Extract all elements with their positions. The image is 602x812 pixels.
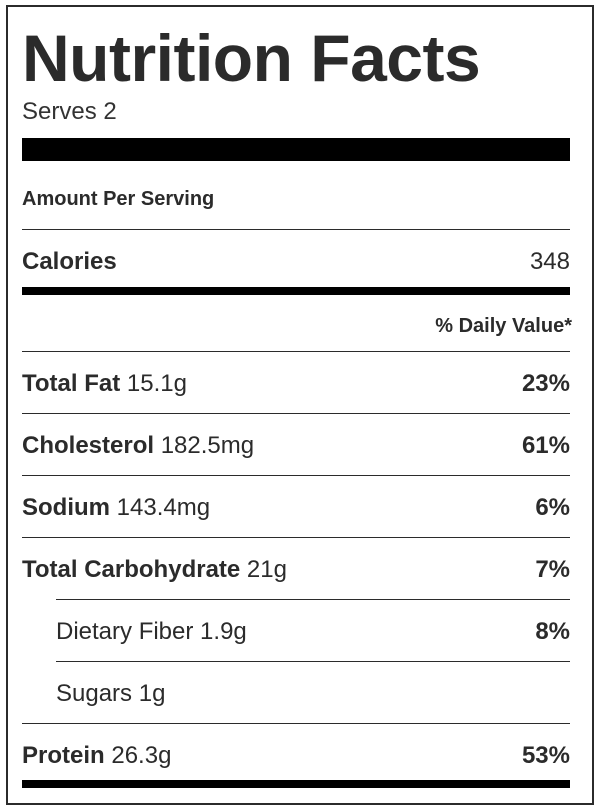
thick-divider <box>22 138 570 161</box>
nutrient-name: Protein <box>22 742 105 769</box>
nutrient-daily-value: 6% <box>535 494 570 521</box>
nutrient-daily-value: 7% <box>535 556 570 583</box>
nutrient-name: Sugars <box>56 680 133 707</box>
divider <box>56 661 570 662</box>
divider <box>22 537 570 538</box>
nutrient-row-total-fat: Total Fat 15.1g 23% <box>22 367 570 401</box>
nutrient-daily-value: 53% <box>521 742 570 769</box>
nutrient-amount: 1.9g <box>200 618 247 645</box>
calories-label: Calories <box>22 248 117 275</box>
serves-text: Serves 2 <box>22 98 117 125</box>
nutrient-name: Sodium <box>22 494 110 521</box>
calories-value: 348 <box>529 248 570 275</box>
nutrient-amount: 26.3g <box>111 742 172 769</box>
nutrient-daily-value: 61% <box>521 432 570 459</box>
nutrient-row-protein: Protein 26.3g 53% <box>22 739 570 773</box>
nutrition-label <box>6 5 594 805</box>
bottom-divider <box>22 780 570 788</box>
calories-row: Calories 348 <box>22 245 570 279</box>
divider <box>56 599 570 600</box>
divider <box>22 475 570 476</box>
nutrient-name: Cholesterol <box>22 432 155 459</box>
nutrient-amount: 182.5mg <box>160 432 255 459</box>
nutrient-amount: 143.4mg <box>116 494 211 521</box>
nutrient-name: Total Carbohydrate <box>22 556 241 583</box>
nutrient-daily-value: 8% <box>535 618 570 645</box>
amount-per-serving: Amount Per Serving <box>22 188 215 210</box>
nutrient-name: Dietary Fiber <box>56 618 194 645</box>
nutrient-row-dietary-fiber: Dietary Fiber 1.9g 8% <box>56 615 570 649</box>
divider <box>22 351 570 352</box>
nutrient-daily-value: 23% <box>521 370 570 397</box>
nutrient-amount: 1g <box>138 680 166 707</box>
divider <box>22 723 570 724</box>
divider <box>22 229 570 230</box>
nutrient-amount: 21g <box>246 556 287 583</box>
nutrient-row-total-carbohydrate: Total Carbohydrate 21g 7% <box>22 553 570 587</box>
nutrient-row-sugars: Sugars 1g <box>56 677 570 711</box>
nutrient-row-sodium: Sodium 143.4mg 6% <box>22 491 570 525</box>
nutrition-title: Nutrition Facts <box>22 21 481 95</box>
nutrient-amount: 15.1g <box>126 370 187 397</box>
nutrient-row-cholesterol: Cholesterol 182.5mg 61% <box>22 429 570 463</box>
nutrient-name: Total Fat <box>22 370 121 397</box>
medium-divider <box>22 287 570 295</box>
daily-value-header: % Daily Value* <box>435 315 572 337</box>
divider <box>22 413 570 414</box>
